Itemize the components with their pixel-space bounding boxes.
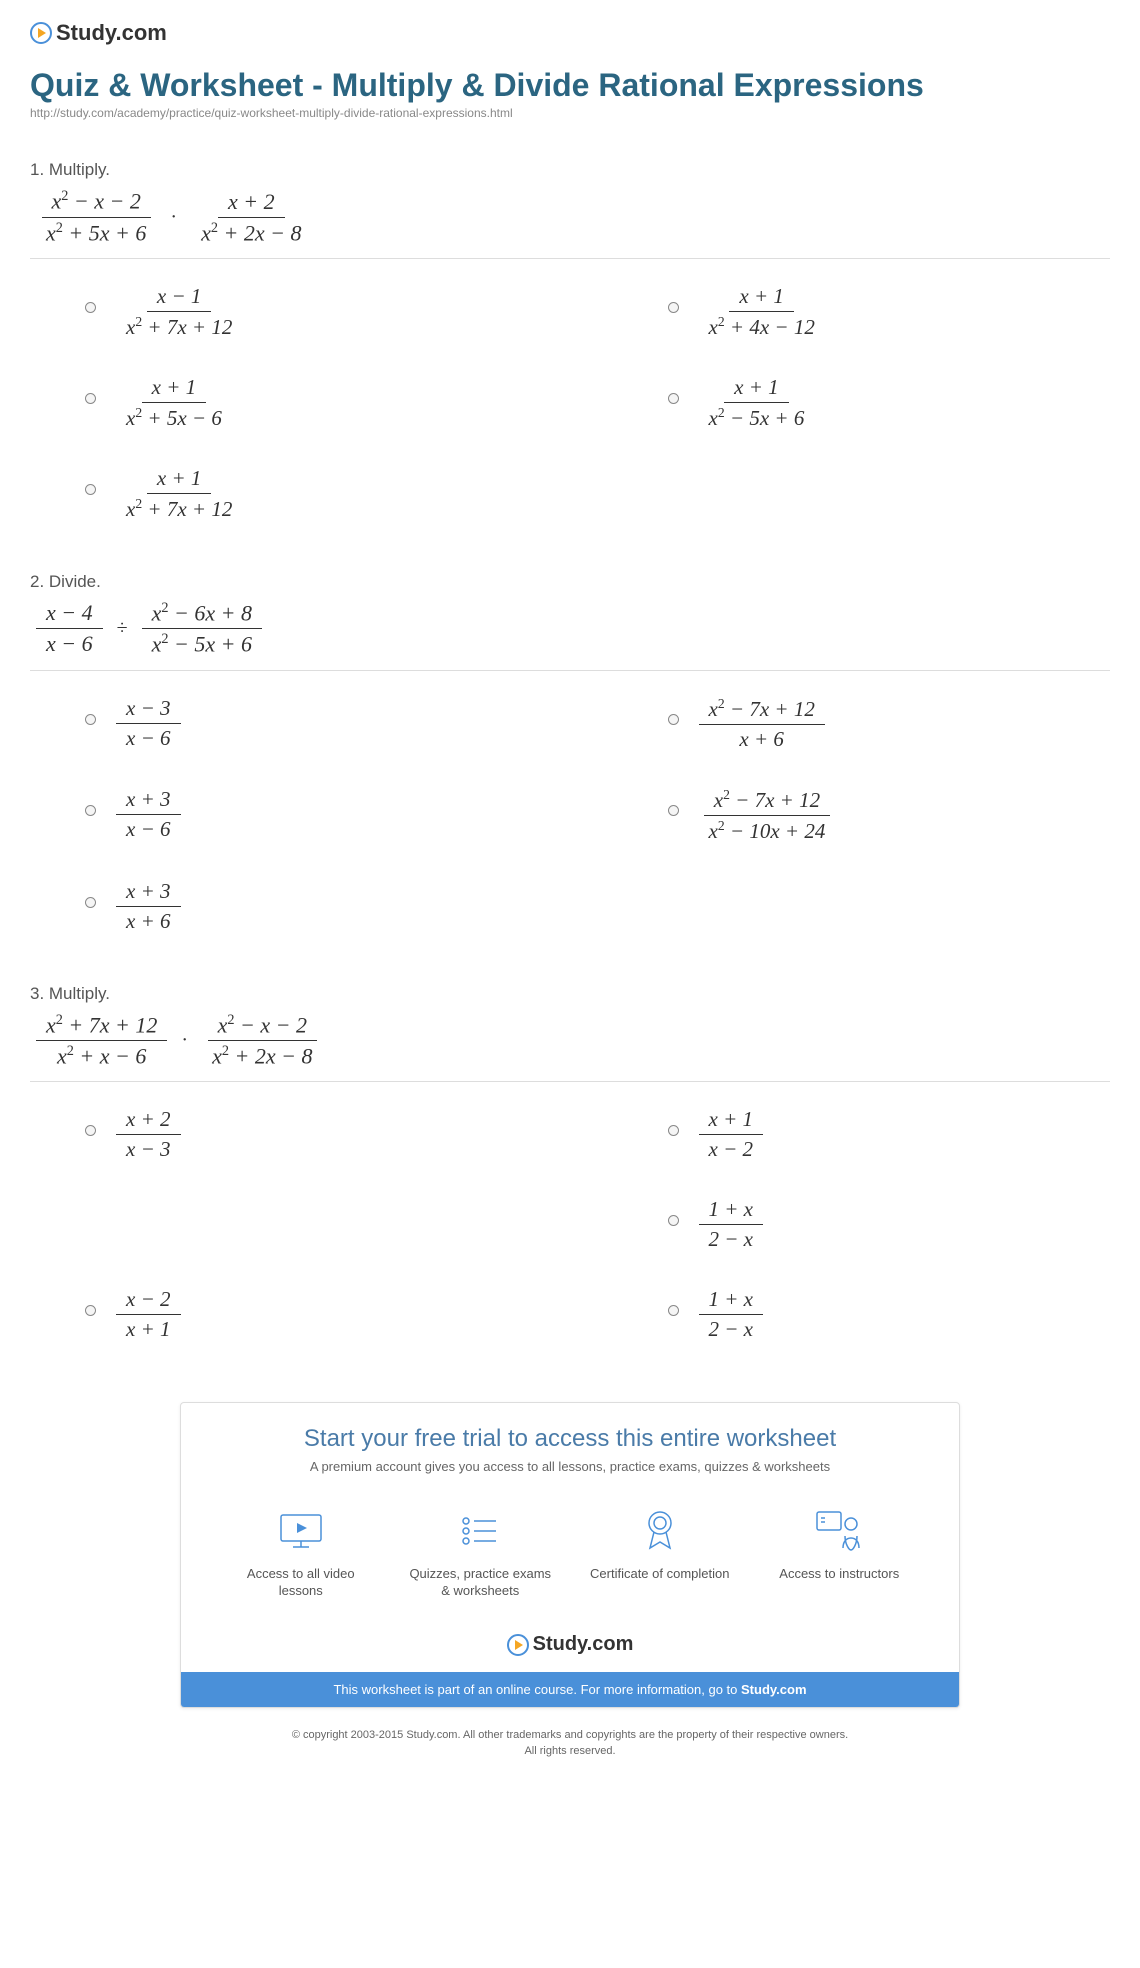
answer-option[interactable]: x − 3x − 6 [85,696,528,752]
divider [30,1081,1110,1082]
answer-option[interactable]: 1 + x2 − x [668,1287,1111,1342]
promo-subtitle: A premium account gives you access to al… [201,1459,939,1474]
divider [30,670,1110,671]
question-expression: x2 − x − 2x2 + 5x + 6·x + 2x2 + 2x − 8 [30,188,1110,246]
radio-icon[interactable] [85,393,96,404]
brand-text: Study.com [56,20,167,46]
answer-option[interactable]: x2 − 7x + 12x2 − 10x + 24 [668,787,1111,844]
answer-expression: x + 1x2 − 5x + 6 [693,375,821,431]
question-label: 1. Multiply. [30,160,1110,180]
page-title: Quiz & Worksheet - Multiply & Divide Rat… [30,66,1110,104]
list-icon [405,1506,555,1556]
promo-item: Access to all video lessons [226,1506,376,1600]
answer-option[interactable]: x2 − 7x + 12x + 6 [668,696,1111,752]
answer-option[interactable]: x + 1x2 + 5x − 6 [85,375,528,431]
promo-link[interactable]: Study.com [741,1682,807,1697]
answer-expression: 1 + x2 − x [693,1197,770,1252]
radio-icon[interactable] [85,897,96,908]
instructor-icon [764,1506,914,1556]
answer-expression: x + 1x2 + 4x − 12 [693,284,831,340]
answer-option[interactable]: x + 1x2 + 7x + 12 [85,466,528,522]
question-label: 2. Divide. [30,572,1110,592]
answer-expression: x + 1x2 + 7x + 12 [110,466,248,522]
divider [30,258,1110,259]
question: 3. Multiply. x2 + 7x + 12x2 + x − 6·x2 − … [30,984,1110,1343]
answer-option[interactable]: x + 1x2 + 4x − 12 [668,284,1111,340]
radio-icon[interactable] [85,805,96,816]
answer-option[interactable]: x − 1x2 + 7x + 12 [85,284,528,340]
promo-item-label: Certificate of completion [585,1566,735,1583]
answer-expression: 1 + x2 − x [693,1287,770,1342]
answer-expression: x + 3x + 6 [110,879,187,934]
radio-icon[interactable] [85,302,96,313]
promo-item-label: Access to all video lessons [226,1566,376,1600]
answer-expression: x + 1x2 + 5x − 6 [110,375,238,431]
answer-option[interactable]: 1 + x2 − x [668,1197,1111,1252]
brand-logo: Study.com [30,20,1110,46]
answer-option[interactable]: x + 1x2 − 5x + 6 [668,375,1111,431]
answer-grid: x − 3x − 6 x2 − 7x + 12x + 6 x + 3x − 6 x2 … [30,696,1110,934]
radio-icon[interactable] [668,393,679,404]
play-icon [507,1634,529,1656]
answer-grid: x + 2x − 3 x + 1x − 2 1 + x2 − x x − 2x + 1… [30,1107,1110,1342]
promo-brand-logo: Study.com [181,1625,959,1672]
question-label: 3. Multiply. [30,984,1110,1004]
radio-icon[interactable] [85,714,96,725]
promo-item: Access to instructors [764,1506,914,1600]
promo-card: Start your free trial to access this ent… [180,1402,960,1708]
answer-expression: x − 3x − 6 [110,696,187,751]
page-url: http://study.com/academy/practice/quiz-w… [30,106,1110,120]
promo-item-label: Quizzes, practice exams & worksheets [405,1566,555,1600]
answer-grid: x − 1x2 + 7x + 12 x + 1x2 + 4x − 12 x + 1x… [30,284,1110,522]
radio-icon[interactable] [668,1125,679,1136]
award-icon [585,1506,735,1556]
answer-expression: x + 3x − 6 [110,787,187,842]
radio-icon[interactable] [668,302,679,313]
answer-expression: x + 1x − 2 [693,1107,770,1162]
promo-title: Start your free trial to access this ent… [201,1425,939,1453]
video-icon [226,1506,376,1556]
question: 1. Multiply. x2 − x − 2x2 + 5x + 6·x + 2x… [30,160,1110,522]
answer-option[interactable]: x + 3x + 6 [85,879,528,934]
promo-item-label: Access to instructors [764,1566,914,1583]
question-expression: x2 + 7x + 12x2 + x − 6·x2 − x − 2x2 + 2x… [30,1012,1110,1070]
answer-option[interactable]: x + 3x − 6 [85,787,528,844]
answer-expression: x2 − 7x + 12x2 − 10x + 24 [693,787,842,844]
radio-icon[interactable] [668,714,679,725]
answer-expression: x − 1x2 + 7x + 12 [110,284,248,340]
radio-icon[interactable] [85,1305,96,1316]
promo-item: Certificate of completion [585,1506,735,1600]
question-expression: x − 4x − 6÷x2 − 6x + 8x2 − 5x + 6 [30,600,1110,658]
answer-expression: x + 2x − 3 [110,1107,187,1162]
promo-footer-bar: This worksheet is part of an online cour… [181,1672,959,1707]
answer-option[interactable]: x + 1x − 2 [668,1107,1111,1162]
promo-item: Quizzes, practice exams & worksheets [405,1506,555,1600]
radio-icon[interactable] [85,1125,96,1136]
radio-icon[interactable] [85,484,96,495]
answer-expression: x − 2x + 1 [110,1287,187,1342]
answer-option[interactable]: x + 2x − 3 [85,1107,528,1162]
radio-icon[interactable] [668,805,679,816]
answer-expression: x2 − 7x + 12x + 6 [693,696,831,752]
radio-icon[interactable] [668,1305,679,1316]
answer-option[interactable]: x − 2x + 1 [85,1287,528,1342]
question: 2. Divide. x − 4x − 6÷x2 − 6x + 8x2 − 5x … [30,572,1110,934]
play-icon [30,22,52,44]
radio-icon[interactable] [668,1215,679,1226]
copyright: © copyright 2003-2015 Study.com. All oth… [30,1728,1110,1759]
